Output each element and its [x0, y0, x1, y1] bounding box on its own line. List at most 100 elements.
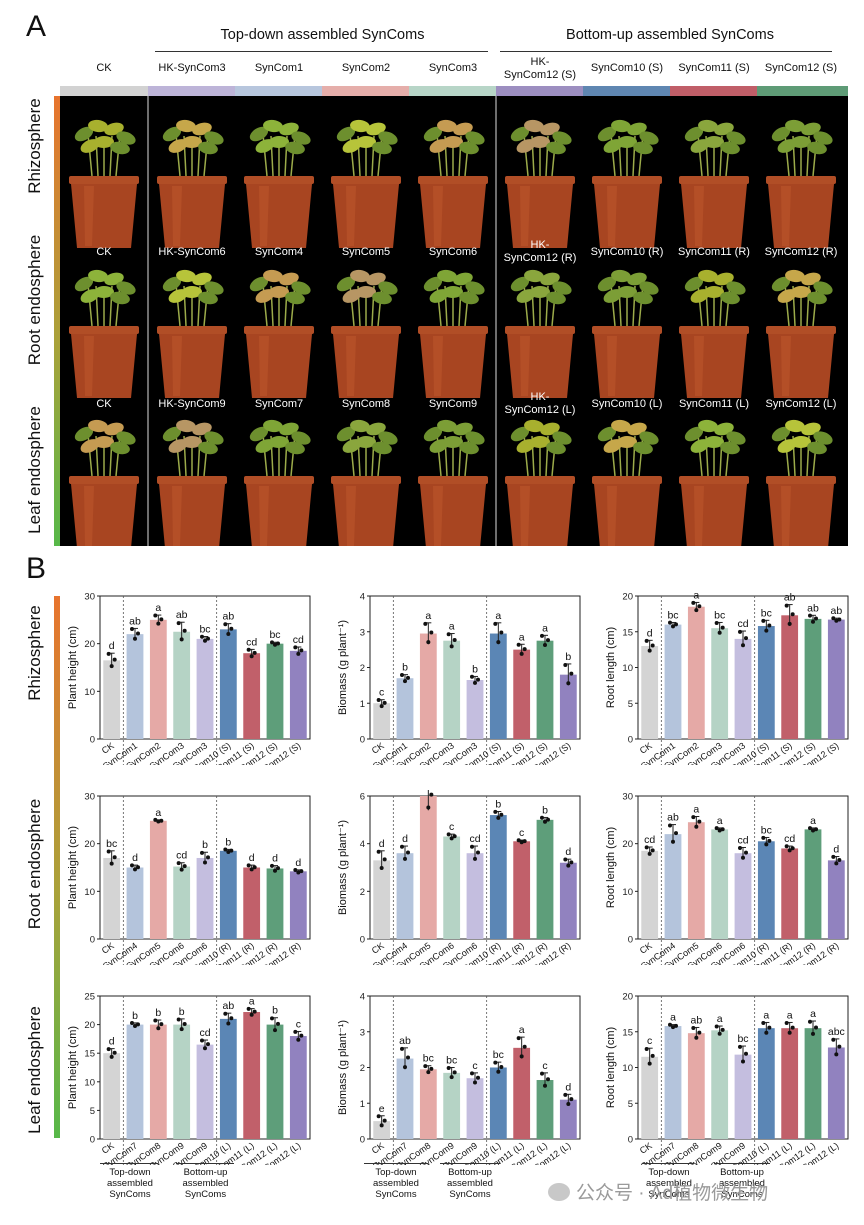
y-tick-label: 2	[360, 1063, 365, 1074]
data-point-8-2	[299, 1033, 304, 1038]
data-point-2-1	[156, 621, 161, 626]
data-point-7-2	[276, 641, 280, 646]
data-point-4-2	[476, 677, 480, 682]
data-point-4-2	[744, 850, 748, 855]
data-point-0-0	[644, 845, 649, 850]
plant-pot-r0-c0	[69, 119, 139, 248]
data-point-6-2	[522, 839, 527, 844]
y-tick-label: 20	[84, 839, 95, 850]
data-point-2-2	[429, 1066, 434, 1071]
plant-pot-r0-c7	[679, 119, 749, 248]
data-point-5-0	[223, 847, 228, 852]
photo-label-r1-c2: SynCom4	[254, 246, 304, 258]
data-point-5-1	[496, 640, 501, 645]
plant-pot-r2-c5	[505, 419, 575, 548]
sig-letter-0: c	[647, 1035, 652, 1047]
data-point-1-1	[671, 1025, 675, 1030]
y-tick-label: 10	[84, 687, 95, 698]
photo-label-r1-c5: HK- SynCom12 (R)	[503, 239, 577, 264]
data-point-5-2	[767, 623, 772, 628]
sig-letter-0: bc	[106, 838, 117, 850]
sig-letter-7: bc	[269, 629, 280, 641]
y-tick-label: 5	[628, 699, 633, 710]
y-tick-label: 15	[84, 1049, 95, 1060]
sig-letter-4: b	[472, 663, 478, 675]
plant-pot-r1-c1	[157, 269, 227, 398]
plant-pot-r0-c1	[157, 119, 227, 248]
data-point-8-1	[296, 1037, 301, 1042]
data-point-3-2	[452, 1070, 457, 1075]
data-point-6-0	[784, 844, 789, 849]
data-point-3-0	[176, 1017, 181, 1022]
data-point-6-2	[790, 612, 795, 617]
bar-4	[196, 857, 214, 939]
sig-letter-6: cd	[784, 833, 795, 845]
data-point-5-0	[223, 1011, 228, 1016]
panel-a-letter: A	[26, 10, 47, 43]
data-point-2-2	[159, 617, 164, 622]
sig-letter-6: a	[249, 996, 255, 1008]
color-strip-2	[235, 86, 323, 96]
data-point-7-1	[273, 1028, 277, 1033]
data-point-2-0	[691, 600, 696, 605]
sig-letter-2: b	[155, 1007, 161, 1019]
panel-a-row-label-1: Root endosphere	[25, 234, 44, 366]
footer-top-down-2: Top-down assembled SynComs	[373, 1167, 419, 1200]
y-tick-label: 0	[628, 735, 633, 746]
data-point-6-1	[249, 867, 254, 872]
panel-b-row-label-1: Root endosphere	[25, 798, 44, 930]
data-point-4-1	[473, 856, 477, 861]
data-point-4-0	[470, 844, 474, 849]
bar-0	[373, 1121, 391, 1139]
data-point-3-0	[714, 621, 719, 626]
data-point-1-2	[406, 1055, 410, 1060]
bar-0	[641, 646, 659, 739]
bar-7	[536, 819, 554, 939]
data-point-0-0	[106, 651, 111, 656]
data-point-1-2	[406, 850, 410, 855]
y-axis-label: Root length (cm)	[605, 1027, 617, 1108]
bar-2	[149, 1024, 167, 1139]
y-tick-label: 0	[360, 1135, 365, 1146]
color-strip-6	[583, 86, 671, 96]
bar-7	[804, 618, 822, 739]
bar-4	[466, 853, 484, 939]
y-tick-label: 20	[622, 992, 633, 1003]
top-down-group-heading: Top-down assembled SynComs	[220, 27, 425, 43]
data-point-2-2	[429, 630, 434, 635]
color-strip-7	[670, 86, 758, 96]
data-point-0-1	[379, 704, 384, 709]
bar-3	[173, 866, 191, 939]
y-tick-label: 3	[360, 1027, 365, 1038]
data-point-2-1	[426, 1070, 431, 1075]
data-point-4-1	[203, 638, 207, 643]
y-tick-label: 20	[622, 839, 633, 850]
plant-pot-r1-c3	[331, 269, 401, 398]
sig-letter-2: a	[425, 610, 431, 622]
data-point-4-2	[476, 1075, 480, 1080]
data-point-8-0	[293, 645, 298, 650]
data-point-3-0	[446, 832, 451, 837]
data-point-4-1	[741, 1059, 745, 1064]
panel-b-letter: B	[26, 552, 47, 585]
data-point-0-1	[379, 865, 384, 870]
color-strip-3	[322, 86, 410, 96]
data-point-4-0	[738, 1044, 742, 1049]
bar-3	[173, 1024, 191, 1139]
bar-3	[173, 631, 191, 739]
data-point-1-2	[674, 622, 678, 627]
sig-letter-3: cd	[176, 850, 187, 862]
data-point-2-0	[423, 1064, 428, 1069]
y-tick-label: 5	[90, 1106, 95, 1117]
sig-letter-4: c	[472, 1060, 477, 1072]
data-point-5-1	[764, 628, 769, 633]
data-point-3-0	[714, 1024, 719, 1029]
sig-letter-4: cd	[737, 834, 748, 846]
sig-letter-0: c	[379, 687, 384, 699]
data-point-0-1	[647, 851, 652, 856]
bar-4	[734, 638, 752, 739]
